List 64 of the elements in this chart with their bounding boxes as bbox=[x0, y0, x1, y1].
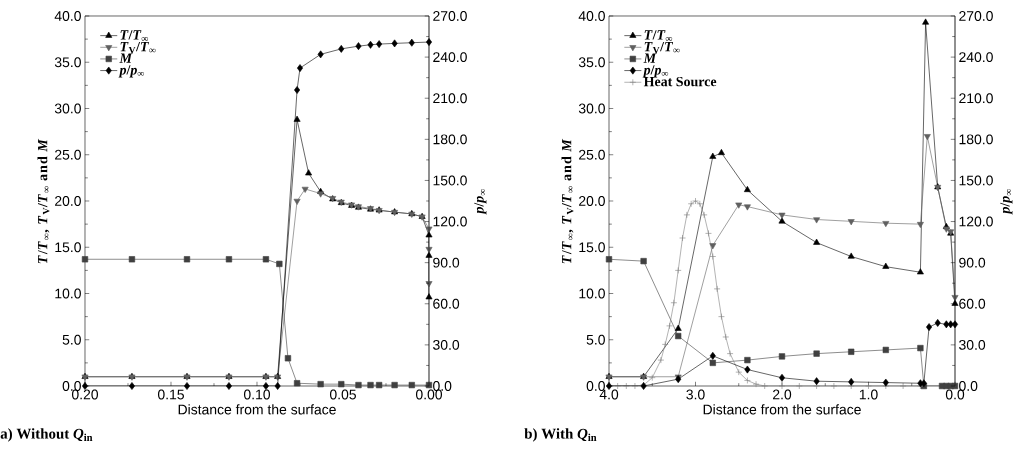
y2-tick-label: 240.0 bbox=[959, 52, 993, 63]
y-tick-label: 35.0 bbox=[54, 57, 81, 68]
y-tick-label: 0.0 bbox=[586, 381, 605, 391]
x-axis-title: Distance from the surface bbox=[703, 404, 861, 415]
y2-tick-label: 180.0 bbox=[959, 134, 993, 145]
legend-label: T$_{V}$/T$_{∞}$ bbox=[644, 41, 680, 54]
y2-tick-label: 180.0 bbox=[433, 134, 467, 145]
y-tick-label: 15.0 bbox=[55, 242, 81, 253]
x-tick-label: 0.0 bbox=[945, 389, 965, 400]
y-tick-label: 40.0 bbox=[54, 11, 81, 21]
legend-label: T/T$_{∞}$ bbox=[120, 30, 149, 41]
x-tick-label: 0.15 bbox=[157, 389, 184, 400]
legend-label: p/p$_{∞}$ bbox=[642, 65, 669, 78]
y-tick-label: 10.0 bbox=[55, 288, 81, 299]
x-tick-label: 1.0 bbox=[859, 389, 878, 400]
y2-tick-label: 0.0 bbox=[959, 381, 978, 391]
text: T/T$_{∞}$, T$_{V}$/T$_{∞}$ and M bbox=[561, 138, 574, 264]
text: b) With Q$_{in}$ bbox=[524, 428, 597, 442]
y-tick-label: 10.0 bbox=[579, 288, 605, 299]
x-tick-label: 0.00 bbox=[415, 389, 443, 400]
y2-axis-title: p/p$_{∞}$ bbox=[1000, 189, 1013, 215]
x-tick-label: 0.20 bbox=[71, 389, 99, 400]
y-tick-label: 20.0 bbox=[579, 196, 605, 206]
y2-tick-label: 240.0 bbox=[433, 52, 467, 63]
y-tick-label: 25.0 bbox=[55, 149, 81, 160]
x-tick-label: 0.05 bbox=[329, 389, 356, 400]
text: a) Without Q$_{in}$ bbox=[0, 428, 93, 442]
y-tick-label: 25.0 bbox=[579, 149, 605, 160]
legend-label: M bbox=[643, 53, 657, 63]
y2-tick-label: 60.0 bbox=[433, 298, 460, 309]
y-tick-label: 20.0 bbox=[55, 196, 81, 206]
y-tick-label: 30.0 bbox=[578, 103, 605, 114]
y2-tick-label: 120.0 bbox=[433, 216, 467, 227]
y-tick-label: 5.0 bbox=[586, 334, 605, 345]
y2-tick-label: 90.0 bbox=[959, 257, 986, 268]
y2-tick-label: 210.0 bbox=[433, 93, 467, 104]
text: T/T$_{∞}$, T$_{V}$/T$_{∞}$ and M bbox=[37, 138, 50, 264]
y-tick-label: 40.0 bbox=[578, 11, 605, 21]
x-tick-label: 3.0 bbox=[686, 389, 705, 400]
y2-tick-label: 270.0 bbox=[959, 11, 993, 21]
y-tick-label: 0.0 bbox=[62, 381, 81, 391]
legend-label: M bbox=[119, 53, 133, 63]
y2-tick-label: 60.0 bbox=[959, 298, 986, 309]
x-axis-title: Distance from the surface bbox=[178, 404, 336, 415]
y2-tick-label: 210.0 bbox=[959, 93, 993, 104]
legend-label: T/T$_{∞}$ bbox=[644, 30, 673, 41]
y-tick-label: 30.0 bbox=[54, 103, 81, 114]
y2-tick-label: 30.0 bbox=[433, 339, 460, 350]
x-tick-label: 0.10 bbox=[243, 389, 271, 400]
x-tick-label: 4.0 bbox=[599, 389, 619, 400]
legend-label: T$_{V}$/T$_{∞}$ bbox=[120, 41, 156, 54]
y2-tick-label: 270.0 bbox=[433, 11, 467, 21]
y2-tick-label: 150.0 bbox=[433, 175, 467, 186]
y2-tick-label: 30.0 bbox=[959, 339, 986, 350]
x-tick-label: 2.0 bbox=[773, 389, 792, 400]
y-tick-label: 35.0 bbox=[578, 57, 605, 68]
y2-tick-label: 150.0 bbox=[959, 175, 993, 186]
y2-tick-label: 0.0 bbox=[433, 381, 452, 391]
y-tick-label: 15.0 bbox=[579, 242, 605, 253]
y2-axis-title: p/p$_{∞}$ bbox=[474, 189, 487, 215]
y2-tick-label: 120.0 bbox=[959, 216, 993, 227]
y2-tick-label: 90.0 bbox=[433, 257, 460, 268]
legend-label: p/p$_{∞}$ bbox=[118, 65, 145, 78]
y-tick-label: 5.0 bbox=[62, 334, 81, 345]
